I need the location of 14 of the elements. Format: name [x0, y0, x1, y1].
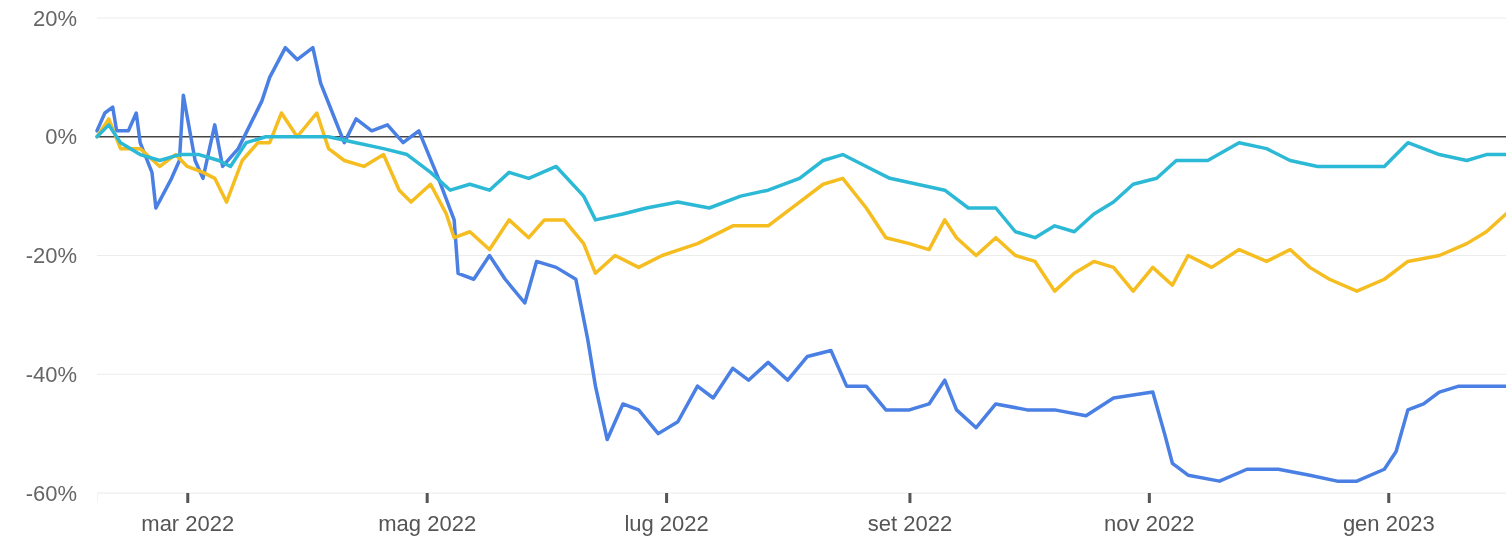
y-tick-label: -40%: [25, 361, 77, 387]
x-tick-label: lug 2022: [624, 510, 709, 536]
line-series: [95, 45, 1506, 483]
line-series: [95, 123, 1506, 240]
y-tick-label: -60%: [25, 480, 77, 506]
x-tick-label: nov 2022: [1104, 510, 1195, 536]
x-tick-label: gen 2023: [1342, 510, 1435, 536]
x-tick-label: mar 2022: [141, 510, 235, 536]
x-tick-label: set 2022: [867, 510, 953, 536]
y-tick-label: -20%: [25, 243, 77, 269]
line-series: [95, 111, 1506, 293]
x-tick-label: mag 2022: [378, 510, 477, 536]
y-tick-label: 20%: [32, 5, 77, 31]
y-tick-label: 0%: [45, 124, 77, 150]
